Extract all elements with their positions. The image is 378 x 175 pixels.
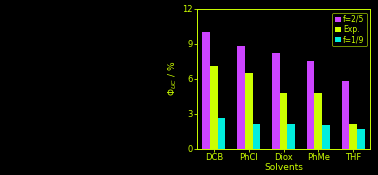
Bar: [203, 32, 210, 149]
Bar: [253, 124, 260, 149]
Bar: [342, 81, 349, 149]
Bar: [280, 93, 287, 149]
Bar: [245, 73, 253, 149]
Legend: f=2/5, Exp., f=1/9: f=2/5, Exp., f=1/9: [332, 13, 367, 46]
Bar: [349, 124, 357, 149]
Bar: [322, 125, 330, 149]
Y-axis label: $\Phi_{UC}$ / %: $\Phi_{UC}$ / %: [167, 61, 179, 96]
Bar: [287, 124, 295, 149]
Bar: [237, 46, 245, 149]
Bar: [307, 61, 314, 149]
Bar: [357, 129, 364, 149]
Bar: [210, 66, 218, 149]
Bar: [218, 118, 225, 149]
Bar: [272, 53, 280, 149]
X-axis label: Solvents: Solvents: [264, 163, 303, 172]
Bar: [314, 93, 322, 149]
